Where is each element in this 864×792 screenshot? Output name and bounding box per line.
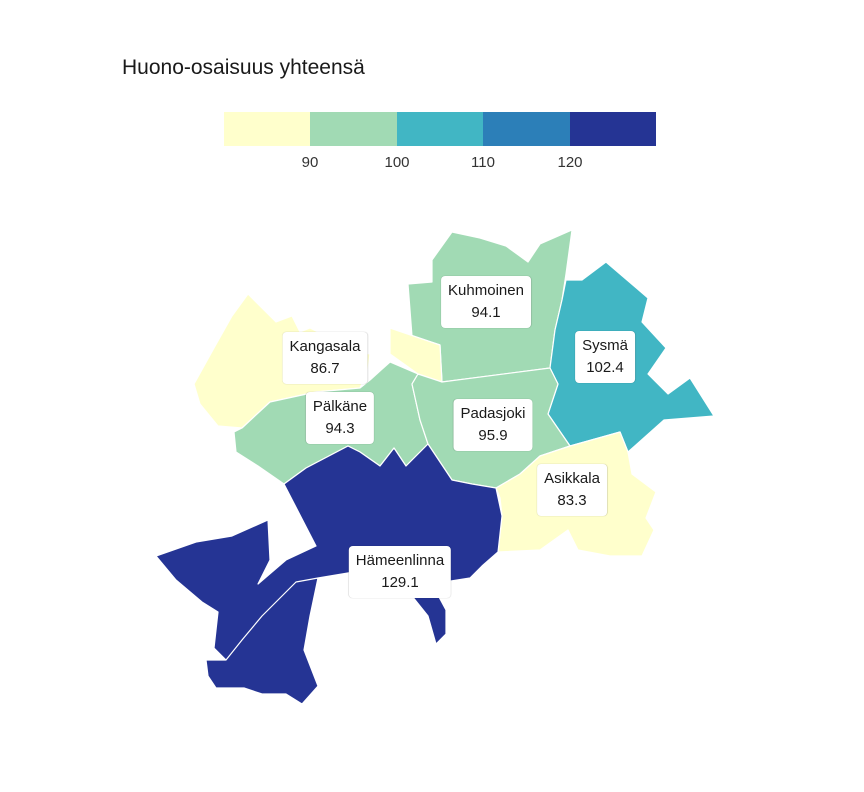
label-palkane-value: 94.3 <box>325 420 355 437</box>
legend-tick-90: 90 <box>301 154 319 171</box>
legend-tick-100: 100 <box>384 154 410 171</box>
label-asikkala-name: Asikkala <box>544 470 600 487</box>
label-hameenlinna-value: 129.1 <box>381 574 419 591</box>
label-kuhmoinen: Kuhmoinen 94.1 <box>441 276 531 328</box>
label-kangasala-value: 86.7 <box>310 360 340 377</box>
label-padasjoki-name: Padasjoki <box>460 405 526 422</box>
legend-swatch-1 <box>224 112 311 146</box>
label-palkane-name: Pälkäne <box>312 398 368 415</box>
label-padasjoki-value: 95.9 <box>478 427 508 444</box>
label-asikkala-value: 83.3 <box>557 492 587 509</box>
label-hameenlinna: Hämeenlinna 129.1 <box>348 546 452 598</box>
label-kangasala-name: Kangasala <box>289 338 361 355</box>
label-kuhmoinen-value: 94.1 <box>471 304 501 321</box>
label-kangasala: Kangasala 86.7 <box>282 332 368 384</box>
label-hameenlinna-name: Hämeenlinna <box>355 552 445 569</box>
color-legend <box>224 112 657 146</box>
legend-swatch-2 <box>310 112 397 146</box>
label-sysma: Sysmä 102.4 <box>575 331 635 383</box>
legend-tick-120: 120 <box>557 154 583 171</box>
label-asikkala: Asikkala 83.3 <box>537 464 607 516</box>
legend-swatch-4 <box>483 112 570 146</box>
label-palkane: Pälkäne 94.3 <box>305 392 375 444</box>
label-kuhmoinen-name: Kuhmoinen <box>448 282 524 299</box>
label-sysma-value: 102.4 <box>586 359 624 376</box>
legend-swatch-5 <box>569 112 657 146</box>
legend-swatch-3 <box>396 112 484 146</box>
legend-tick-110: 110 <box>471 154 495 171</box>
label-padasjoki: Padasjoki 95.9 <box>453 399 533 451</box>
label-sysma-name: Sysmä <box>582 337 628 354</box>
map-title: Huono-osaisuus yhteensä <box>122 56 365 79</box>
